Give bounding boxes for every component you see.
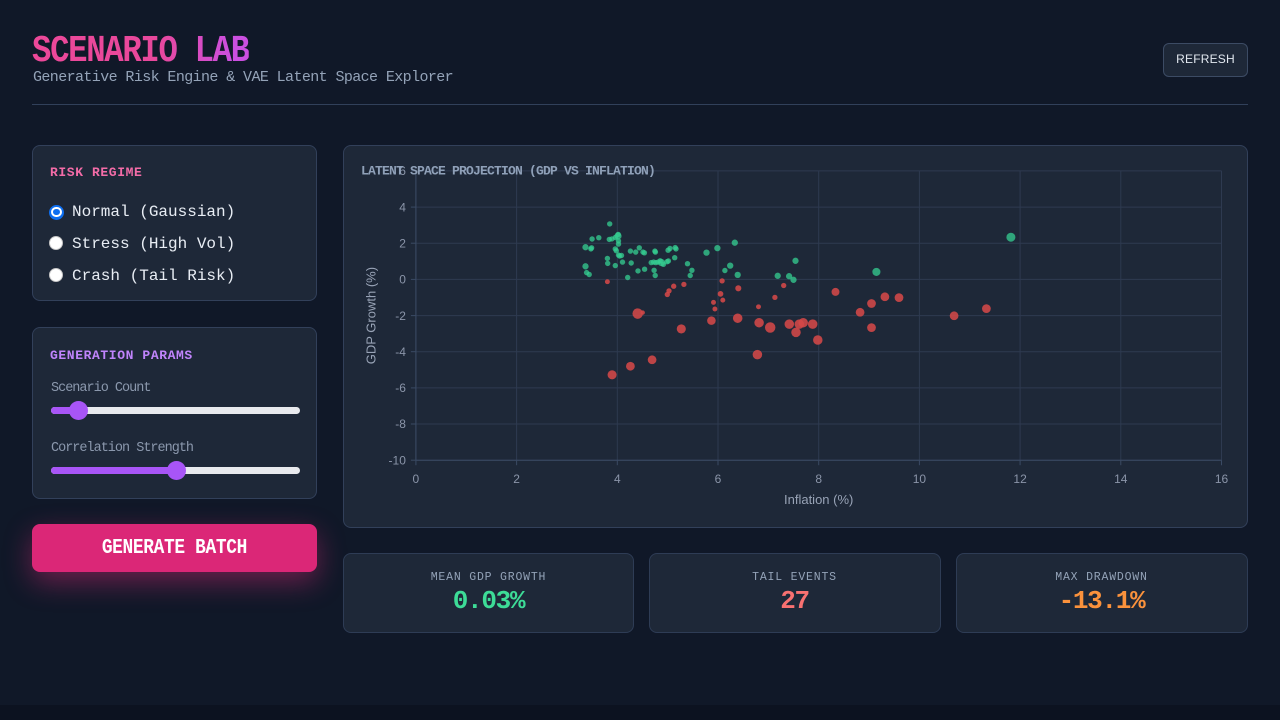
svg-text:6: 6 xyxy=(399,164,406,178)
svg-text:4: 4 xyxy=(399,200,406,214)
svg-text:0: 0 xyxy=(413,472,420,486)
svg-text:0: 0 xyxy=(399,273,406,287)
svg-text:-4: -4 xyxy=(395,345,406,359)
svg-text:-6: -6 xyxy=(395,381,406,395)
svg-text:4: 4 xyxy=(614,472,621,486)
svg-text:16: 16 xyxy=(1215,472,1229,486)
svg-text:6: 6 xyxy=(715,472,722,486)
svg-text:8: 8 xyxy=(815,472,822,486)
svg-text:10: 10 xyxy=(913,472,927,486)
svg-text:-2: -2 xyxy=(395,309,406,323)
svg-text:Inflation (%): Inflation (%) xyxy=(784,492,853,507)
svg-text:LATENT SPACE PROJECTION (GDP V: LATENT SPACE PROJECTION (GDP VS INFLATIO… xyxy=(361,163,655,178)
svg-text:12: 12 xyxy=(1013,472,1027,486)
svg-text:2: 2 xyxy=(399,236,406,250)
svg-text:-8: -8 xyxy=(395,417,406,431)
svg-text:2: 2 xyxy=(513,472,520,486)
svg-text:14: 14 xyxy=(1114,472,1128,486)
svg-text:GDP Growth (%): GDP Growth (%) xyxy=(364,267,379,364)
svg-text:-10: -10 xyxy=(389,453,407,467)
